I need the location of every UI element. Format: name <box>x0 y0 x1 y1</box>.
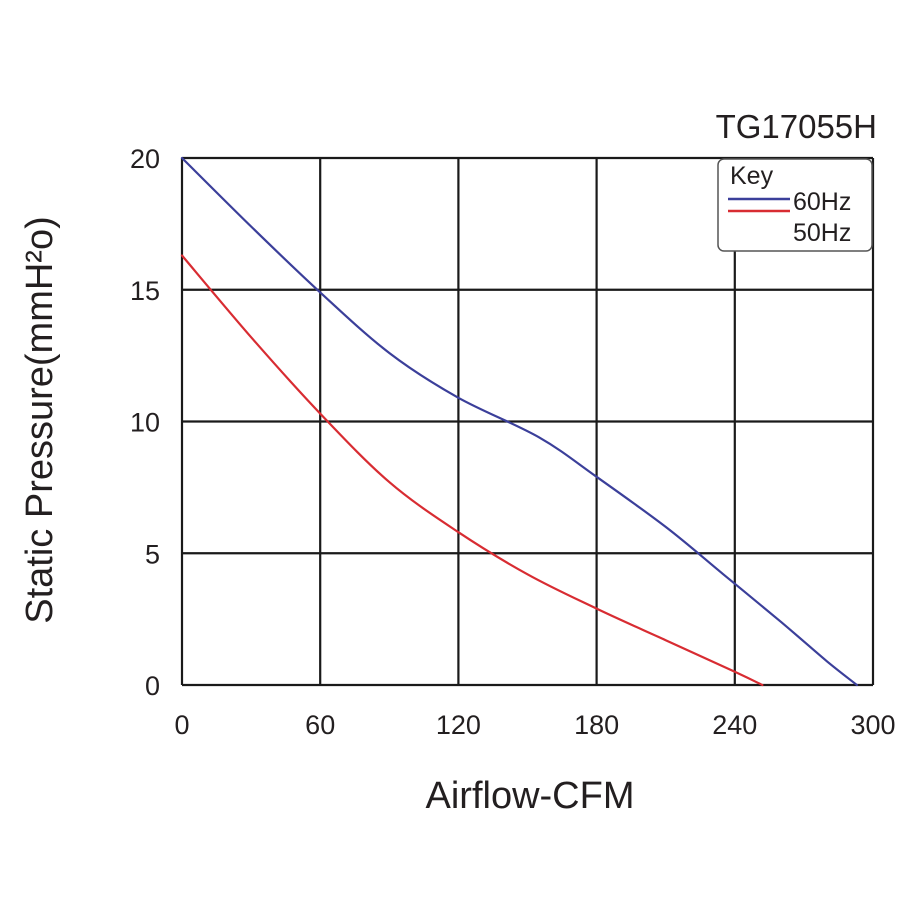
legend: Key 60Hz 50Hz <box>717 158 873 252</box>
x-tick-label: 240 <box>712 710 757 740</box>
y-axis-label: Static Pressure(mmH²o) <box>19 216 61 624</box>
x-tick-label: 60 <box>305 710 335 740</box>
y-tick-label: 15 <box>130 276 160 306</box>
legend-label-60hz: 60Hz <box>793 188 851 216</box>
y-tick-label: 10 <box>130 408 160 438</box>
x-tick-label: 300 <box>850 710 895 740</box>
y-tick-label: 20 <box>130 144 160 174</box>
y-tick-label: 5 <box>145 539 160 569</box>
x-tick-label: 120 <box>436 710 481 740</box>
y-tick-label: 0 <box>145 671 160 701</box>
y-tick-labels: 0 5 10 15 20 <box>130 144 160 701</box>
legend-label-50hz: 50Hz <box>793 219 851 247</box>
x-axis-label: Airflow-CFM <box>426 775 635 817</box>
series-lines <box>180 156 858 687</box>
chart-title: TG17055H <box>716 108 877 145</box>
x-tick-label: 0 <box>174 710 189 740</box>
x-tick-labels: 0 60 120 180 240 300 <box>174 710 895 740</box>
legend-box <box>717 158 873 252</box>
series-line-60hz <box>180 156 858 687</box>
legend-title: Key <box>730 162 774 190</box>
x-tick-label: 180 <box>574 710 619 740</box>
grid <box>180 156 875 687</box>
series-line-50hz <box>180 254 764 687</box>
